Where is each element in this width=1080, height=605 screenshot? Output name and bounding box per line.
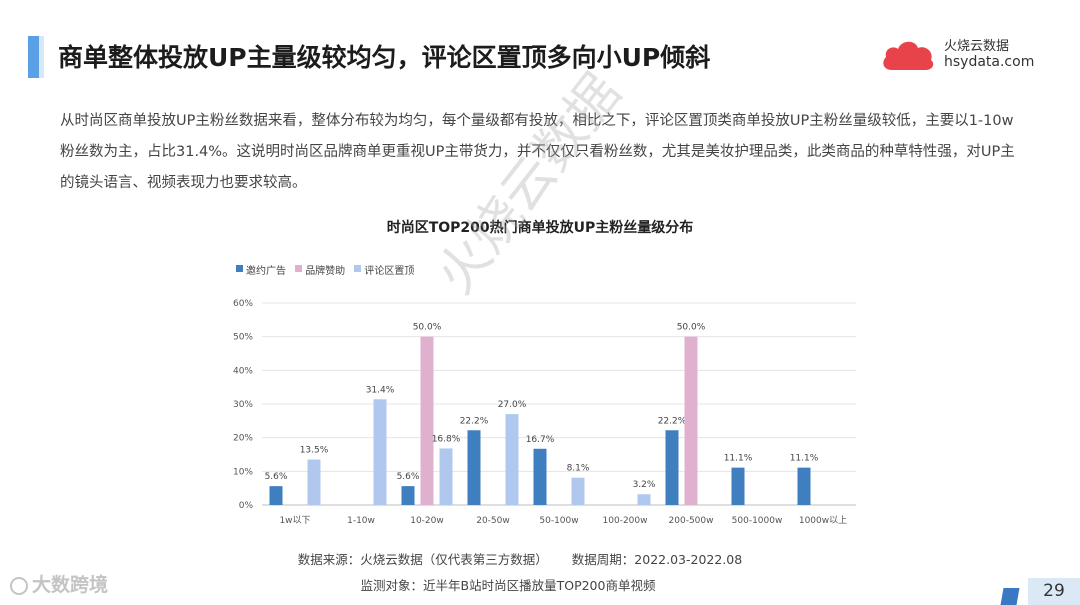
bar bbox=[269, 486, 283, 505]
data-label: 16.8% bbox=[432, 434, 461, 444]
data-label: 50.0% bbox=[677, 323, 706, 333]
x-tick-label: 1-10w bbox=[347, 516, 375, 526]
data-label: 11.1% bbox=[724, 454, 753, 464]
legend-swatch bbox=[236, 265, 243, 272]
bar bbox=[307, 459, 321, 505]
data-label: 3.2% bbox=[633, 480, 656, 490]
y-tick-label: 60% bbox=[233, 299, 253, 309]
data-label: 8.1% bbox=[567, 464, 590, 474]
brand-domain: hsydata.com bbox=[944, 54, 1035, 70]
chart-legend: 邀约广告 品牌赞助 评论区置顶 bbox=[236, 262, 420, 277]
data-label: 22.2% bbox=[658, 416, 687, 426]
legend-item: 品牌赞助 bbox=[295, 262, 345, 277]
corner-logo: 大数跨境 bbox=[10, 570, 108, 597]
bar bbox=[665, 430, 679, 505]
y-tick-label: 50% bbox=[233, 333, 253, 343]
data-label: 5.6% bbox=[397, 472, 420, 482]
x-tick-label: 1000w以上 bbox=[799, 515, 847, 526]
source-line: 数据来源：火烧云数据（仅代表第三方数据） 数据周期：2022.03-2022.0… bbox=[0, 549, 1040, 568]
page-title: 商单整体投放UP主量级较均匀，评论区置顶多向小UP倾斜 bbox=[58, 43, 711, 72]
legend-swatch bbox=[295, 265, 303, 272]
data-label: 11.1% bbox=[790, 454, 819, 464]
data-label: 16.7% bbox=[526, 435, 555, 445]
bar bbox=[533, 448, 547, 505]
legend-label: 品牌赞助 bbox=[305, 266, 346, 277]
data-label: 5.6% bbox=[265, 472, 288, 482]
bar bbox=[797, 467, 811, 505]
bar bbox=[467, 430, 481, 505]
corner-logo-text: 大数跨境 bbox=[32, 574, 109, 596]
x-tick-label: 20-50w bbox=[476, 516, 510, 526]
data-label: 31.4% bbox=[366, 385, 395, 395]
brand-block: 火烧云数据 hsydata.com bbox=[880, 32, 1050, 76]
bar bbox=[684, 336, 698, 505]
data-label: 27.0% bbox=[498, 400, 527, 410]
brand-name: 火烧云数据 bbox=[944, 39, 1010, 54]
page-number: 29 bbox=[1043, 581, 1065, 601]
bar bbox=[505, 414, 519, 505]
cloud-logo-icon bbox=[883, 41, 934, 70]
bar bbox=[439, 448, 453, 505]
x-tick-label: 200-500w bbox=[669, 516, 714, 526]
legend-swatch bbox=[354, 265, 362, 272]
y-tick-label: 30% bbox=[233, 400, 253, 410]
data-label: 13.5% bbox=[300, 446, 329, 456]
legend-item: 评论区置顶 bbox=[354, 262, 414, 277]
bar bbox=[731, 467, 745, 505]
monitor-target: 监测对象：近半年B站时尚区播放量TOP200商单视频 bbox=[360, 578, 656, 593]
data-period: 数据周期：2022.03-2022.08 bbox=[571, 552, 743, 567]
bar bbox=[637, 494, 651, 505]
page-tab-accent bbox=[1000, 588, 1020, 605]
data-label: 50.0% bbox=[413, 323, 442, 333]
data-source: 数据来源：火烧云数据（仅代表第三方数据） bbox=[297, 552, 548, 567]
bar bbox=[571, 477, 585, 505]
y-tick-label: 10% bbox=[233, 467, 253, 477]
x-tick-label: 50-100w bbox=[539, 516, 578, 526]
corner-logo-icon bbox=[10, 576, 28, 595]
y-tick-label: 40% bbox=[233, 366, 253, 376]
legend-label: 邀约广告 bbox=[246, 266, 286, 277]
description-paragraph: 从时尚区商单投放UP主粉丝数据来看，整体分布较为均匀，每个量级都有投放，相比之下… bbox=[60, 113, 1015, 191]
x-tick-label: 500-1000w bbox=[732, 516, 783, 526]
legend-item: 邀约广告 bbox=[236, 262, 286, 277]
bar bbox=[401, 486, 415, 505]
bar bbox=[420, 336, 434, 505]
data-label: 22.2% bbox=[460, 416, 489, 426]
title-accent-bar bbox=[28, 36, 44, 78]
y-tick-label: 0% bbox=[239, 501, 254, 511]
chart-title: 时尚区TOP200热门商单投放UP主粉丝量级分布 bbox=[386, 220, 694, 236]
page-tab bbox=[1028, 578, 1080, 605]
x-tick-label: 1w以下 bbox=[279, 516, 310, 526]
x-tick-label: 100-200w bbox=[603, 516, 648, 526]
y-tick-label: 20% bbox=[233, 434, 253, 444]
bar bbox=[373, 399, 387, 505]
x-tick-label: 10-20w bbox=[410, 516, 444, 526]
legend-label: 评论区置顶 bbox=[364, 266, 415, 277]
